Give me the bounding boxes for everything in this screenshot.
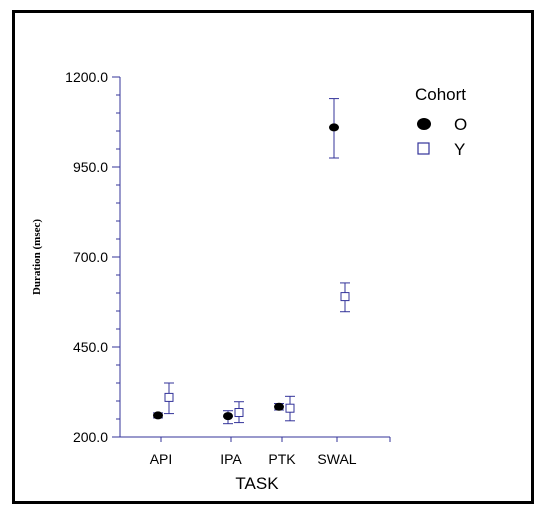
data-point-o-api xyxy=(153,411,163,420)
data-marks xyxy=(153,98,350,425)
data-point-y-swal xyxy=(340,282,350,313)
legend-marker-o xyxy=(417,118,431,130)
data-point-o-ptk xyxy=(274,402,284,411)
y-tick-label: 200.0 xyxy=(73,429,108,445)
marker-square xyxy=(285,403,295,413)
marker-circle xyxy=(274,402,284,411)
x-tick-label: SWAL xyxy=(317,451,356,467)
marker-square xyxy=(234,408,244,418)
legend-label-y: Y xyxy=(454,140,465,159)
x-axis-label: TASK xyxy=(235,474,279,493)
legend-label-o: O xyxy=(454,115,467,134)
data-point-y-ptk xyxy=(285,395,295,422)
x-tick-label: API xyxy=(150,451,173,467)
marker-square xyxy=(340,292,350,302)
data-point-o-ipa xyxy=(223,410,233,425)
y-axis-label: Duration (msec) xyxy=(31,219,43,295)
y-tick-label: 950.0 xyxy=(73,159,108,175)
chart-frame xyxy=(12,10,534,504)
x-tick-label: PTK xyxy=(268,451,296,467)
data-point-o-swal xyxy=(329,98,339,159)
axes: 1200.0 950.0 700.0 450.0 200.0 API IPA PTK SWAL xyxy=(65,69,391,467)
legend-title: Cohort xyxy=(415,85,466,104)
marker-circle xyxy=(329,123,339,132)
legend: Cohort O Y xyxy=(415,85,467,159)
legend-marker-y xyxy=(417,142,430,155)
x-tick-label: IPA xyxy=(220,451,242,467)
marker-circle xyxy=(153,411,163,420)
y-tick-label: 1200.0 xyxy=(65,69,108,85)
y-tick-label: 450.0 xyxy=(73,339,108,355)
marker-square xyxy=(164,392,174,402)
y-tick-label: 700.0 xyxy=(73,249,108,265)
data-point-y-api xyxy=(164,382,174,415)
marker-circle xyxy=(223,412,233,421)
data-point-y-ipa xyxy=(234,401,244,424)
